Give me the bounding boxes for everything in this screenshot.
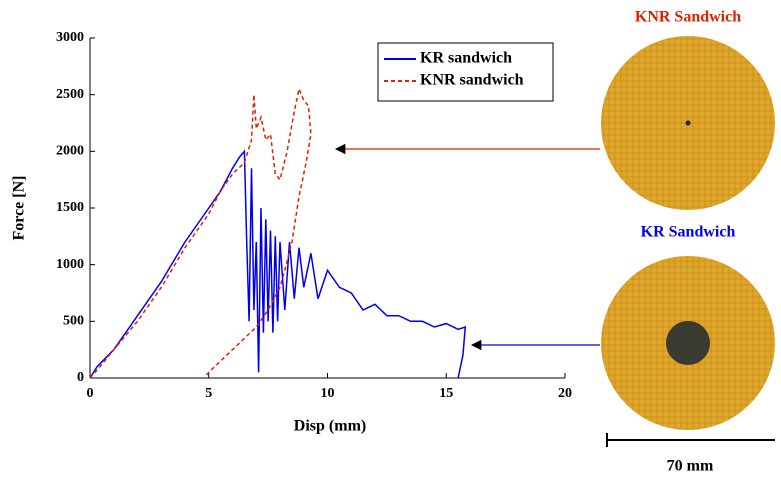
x-tick-label: 20 (558, 386, 572, 401)
knr-damage (685, 120, 691, 126)
legend-box (377, 42, 554, 102)
legend-label: KR sandwich (420, 50, 512, 67)
kr-damage (666, 321, 710, 365)
y-tick-label: 0 (77, 370, 84, 385)
y-tick-label: 1500 (56, 200, 84, 215)
series-line (89, 86, 312, 379)
y-tick-label: 2500 (56, 87, 84, 102)
y-tick-label: 2000 (56, 144, 84, 159)
x-tick-label: 10 (321, 386, 335, 401)
legend-label: KNR sandwich (420, 72, 524, 89)
x-tick-label: 15 (439, 386, 453, 401)
y-tick-label: 1000 (56, 257, 84, 272)
x-tick-label: 5 (205, 386, 212, 401)
y-tick-label: 3000 (56, 30, 84, 45)
annotation: KNR Sandwich (635, 9, 741, 26)
series-line (89, 149, 467, 379)
x-axis-label: Disp (mm) (294, 418, 366, 435)
annotation: KR Sandwich (641, 224, 736, 241)
x-tick-label: 0 (87, 386, 94, 401)
annotation: 70 mm (667, 458, 714, 475)
y-tick-label: 500 (63, 314, 84, 329)
y-axis-label: Force [N] (11, 176, 28, 241)
